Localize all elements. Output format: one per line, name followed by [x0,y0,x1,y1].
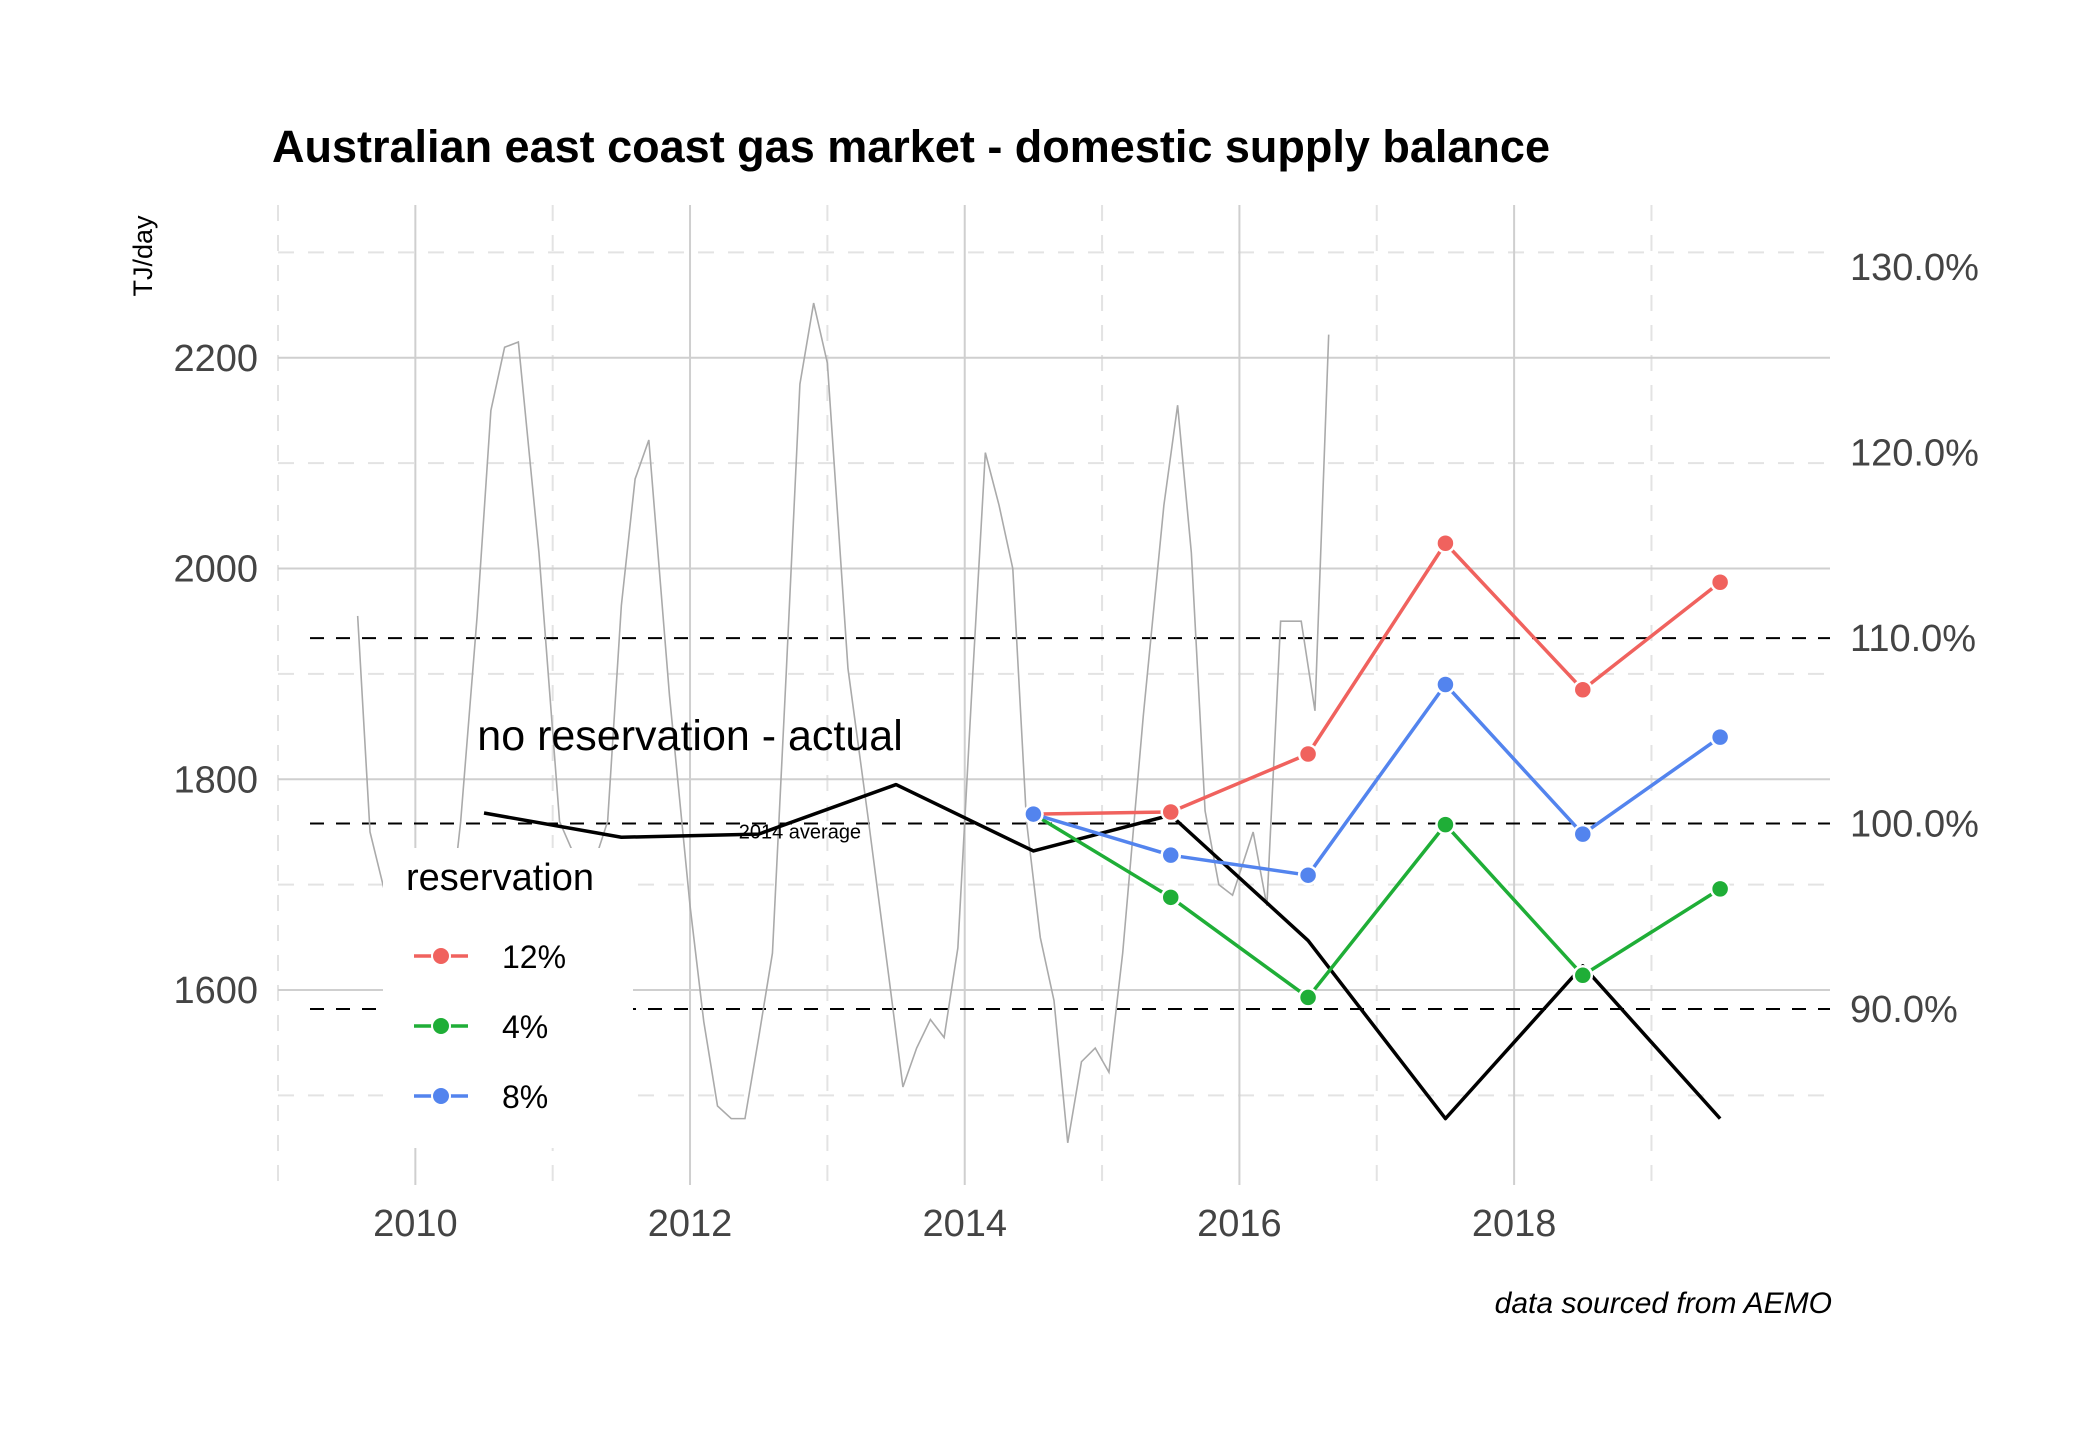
series-markers [1023,533,1731,1008]
series-lines [356,302,1722,1143]
annotation-no-reservation: no reservation - actual [477,712,902,760]
y2-tick-label: 100.0% [1850,804,1979,846]
x-tick-label: 2010 [373,1203,458,1245]
legend: reservation 12% 4% 8% [383,848,633,1148]
series-4pct-point [1160,887,1181,908]
series-8pct-point [1023,803,1044,825]
chart-caption: data sourced from AEMO [1495,1287,1832,1320]
series-4pct-point [1435,814,1456,835]
series-8pct-line [1032,682,1722,877]
series-12pct-point [1435,533,1456,554]
legend-label: 12% [502,939,566,975]
series-12pct-point [1297,743,1319,765]
series-8pct-point [1160,844,1181,866]
legend-background [383,848,633,1148]
annotation-2014-average: 2014 average [739,821,861,843]
x-tick-label: 2016 [1197,1203,1282,1245]
series-4pct-point [1572,965,1594,986]
y-tick-label: 2200 [173,338,258,380]
series-12pct-point [1572,679,1594,700]
y2-tick-label: 120.0% [1850,433,1979,475]
y-axis-label: TJ/day [128,215,158,297]
y-tick-label: 1600 [173,970,258,1012]
axis-tick-labels: 1600 1800 2000 2200 2010 2012 2014 2016 2018 90.0… [173,247,1978,1245]
series-4pct-line [1032,812,1722,1000]
series-4pct-point [1297,987,1319,1008]
y2-tick-label: 90.0% [1850,989,1958,1031]
series-8pct-point [1572,823,1594,845]
series-4pct-point [1709,878,1731,900]
series-12pct-line [1033,541,1722,816]
legend-label: 8% [502,1079,548,1115]
series-8pct-point [1709,726,1731,748]
legend-label: 4% [502,1009,548,1045]
series-8pct-point [1297,864,1319,886]
legend-swatch-point [431,946,451,966]
x-tick-label: 2018 [1472,1203,1557,1245]
series-12pct-point [1160,801,1181,823]
legend-swatch-point [431,1086,451,1106]
monthly-actual-line [356,302,1330,1143]
legend-swatch-point [431,1016,451,1036]
series-8pct-point [1435,674,1456,695]
y-tick-label: 1800 [173,759,258,801]
x-tick-label: 2014 [922,1203,1007,1245]
y2-tick-label: 130.0% [1850,247,1979,289]
chart-title: Australian east coast gas market - domes… [272,121,1550,172]
x-tick-label: 2012 [648,1203,733,1245]
y2-tick-label: 110.0% [1850,618,1976,660]
legend-items: 12% 4% 8% [414,939,566,1115]
legend-title: reservation [406,857,594,899]
series-12pct-point [1709,571,1731,593]
y-tick-label: 2000 [173,549,258,591]
